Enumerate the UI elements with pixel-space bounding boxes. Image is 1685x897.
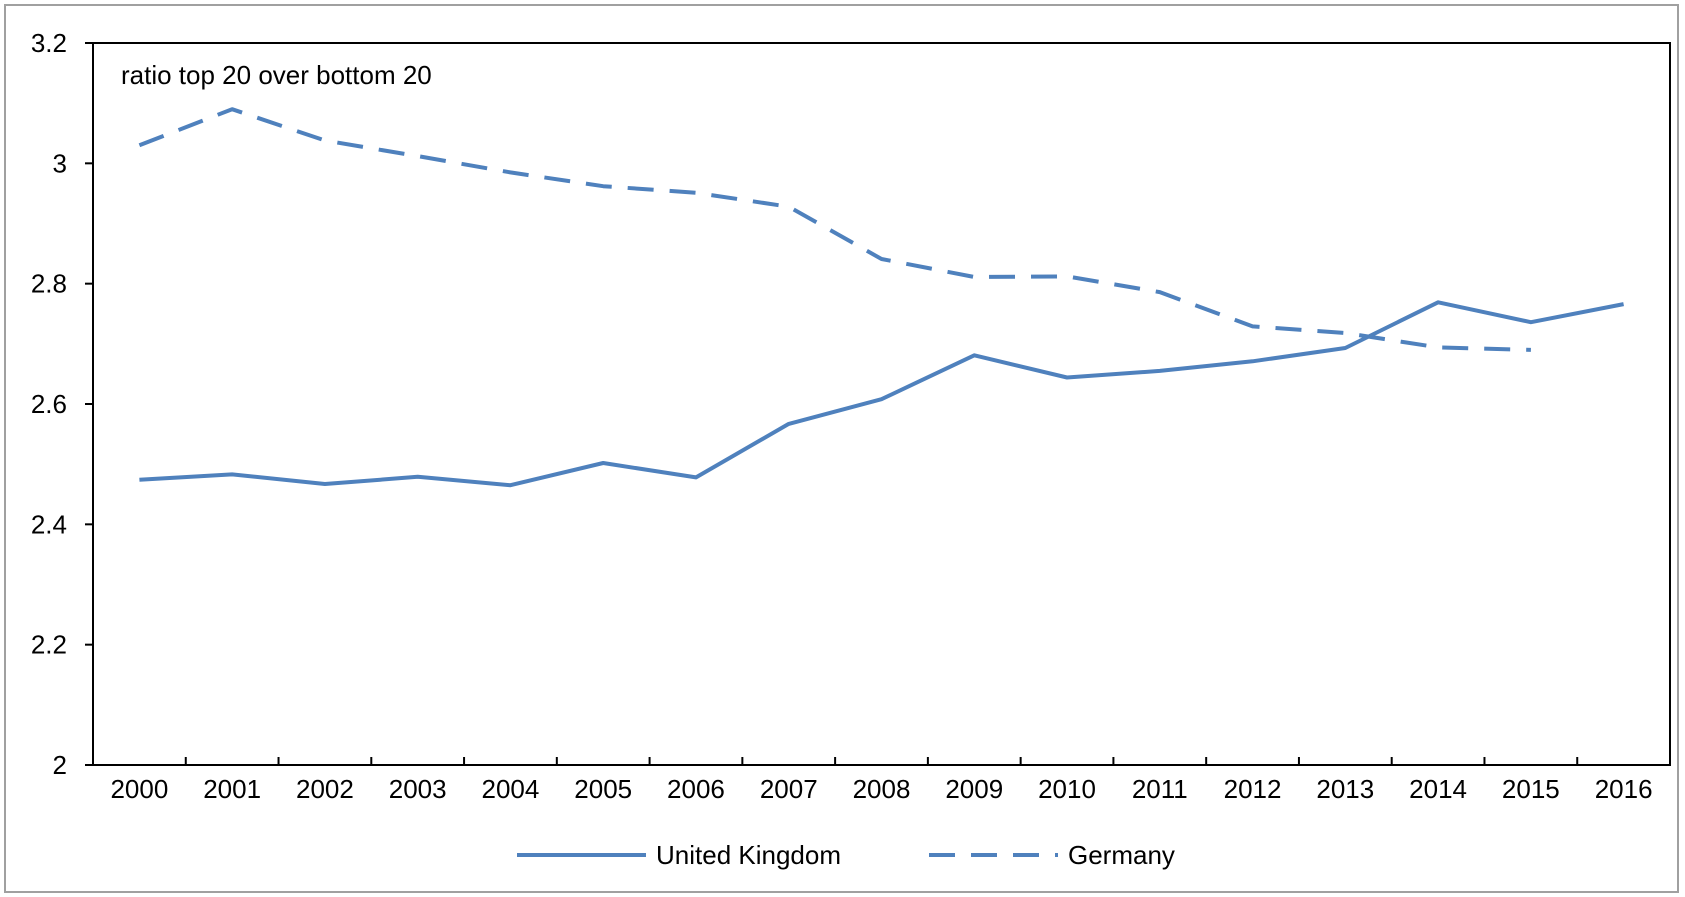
- x-tick-label: 2012: [1224, 774, 1282, 804]
- x-tick-label: 2014: [1409, 774, 1467, 804]
- x-tick-label: 2002: [296, 774, 354, 804]
- series-line-united-kingdom: [139, 300, 1624, 488]
- inner-annotation: ratio top 20 over bottom 20: [121, 60, 432, 90]
- y-tick-label: 2: [53, 750, 67, 780]
- x-tick-label: 2016: [1595, 774, 1653, 804]
- x-tick-label: 2013: [1316, 774, 1374, 804]
- x-tick-label: 2011: [1132, 774, 1188, 804]
- x-tick-label: 2006: [667, 774, 725, 804]
- series-line-germany: [138, 107, 1531, 352]
- x-tick-label: 2015: [1502, 774, 1560, 804]
- legend-label-united-kingdom: United Kingdom: [656, 840, 841, 870]
- legend: United Kingdom Germany: [517, 840, 1175, 870]
- y-tick-label: 2.2: [31, 630, 67, 660]
- x-axis: 2000 2001 2002 2003 2004 2005 2006 2007 2008 2009…: [110, 757, 1653, 804]
- x-tick-label: 2005: [574, 774, 632, 804]
- x-tick-label: 2004: [482, 774, 540, 804]
- x-tick-label: 2007: [760, 774, 818, 804]
- y-tick-label: 3: [53, 148, 67, 178]
- y-axis: 2 2.2 2.4 2.6 2.8 3 3.2: [31, 28, 93, 780]
- series-layer: [138, 107, 1624, 488]
- x-tick-label: 2001: [203, 774, 261, 804]
- x-tick-label: 2008: [853, 774, 911, 804]
- x-tick-label: 2000: [110, 774, 168, 804]
- x-tick-label: 2010: [1038, 774, 1096, 804]
- y-tick-label: 3.2: [31, 28, 67, 58]
- x-tick-label: 2009: [945, 774, 1003, 804]
- y-tick-label: 2.8: [31, 269, 67, 299]
- y-tick-label: 2.6: [31, 389, 67, 419]
- y-tick-label: 2.4: [31, 509, 67, 539]
- legend-label-germany: Germany: [1068, 840, 1175, 870]
- plot-area: [92, 42, 1671, 766]
- x-tick-label: 2003: [389, 774, 447, 804]
